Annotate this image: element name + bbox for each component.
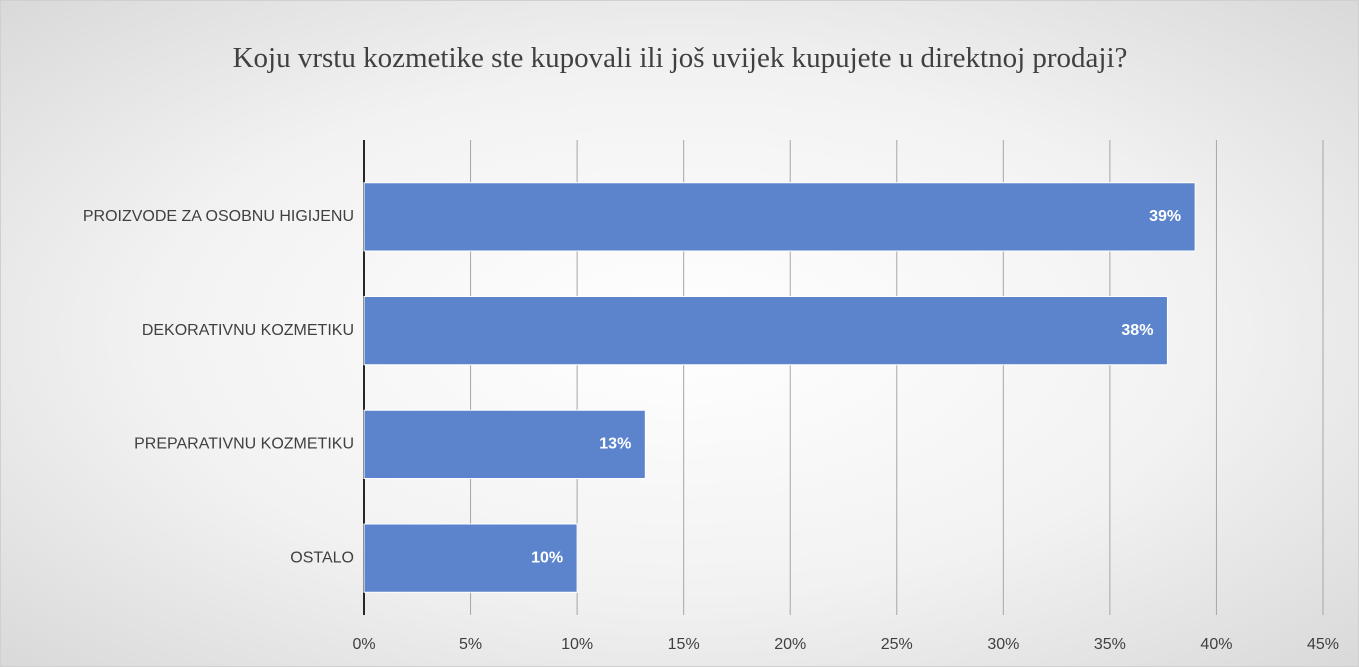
x-tick-label: 25%: [881, 636, 913, 653]
data-label: 38%: [1121, 322, 1153, 339]
bar: [363, 182, 1196, 252]
x-tick-label: 35%: [1094, 636, 1126, 653]
y-tick-label: PREPARATIVNU KOZMETIKU: [134, 436, 354, 453]
bar: [363, 523, 578, 593]
x-tick-label: 20%: [774, 636, 806, 653]
x-tick-label: 5%: [459, 636, 482, 653]
x-tick-label: 0%: [352, 636, 375, 653]
y-tick-label: DEKORATIVNU KOZMETIKU: [142, 322, 354, 339]
data-label: 10%: [531, 549, 563, 566]
y-tick-label: PROIZVODE ZA OSOBNU HIGIJENU: [83, 208, 354, 225]
bar: [363, 409, 646, 479]
x-tick-label: 30%: [987, 636, 1019, 653]
x-tick-label: 15%: [668, 636, 700, 653]
data-label: 39%: [1149, 208, 1181, 225]
bar: [363, 296, 1168, 366]
x-tick-label: 10%: [561, 636, 593, 653]
chart-title: Koju vrstu kozmetike ste kupovali ili jo…: [232, 42, 1128, 74]
y-tick-label: OSTALO: [290, 549, 354, 566]
x-tick-label: 40%: [1200, 636, 1232, 653]
data-label: 13%: [599, 436, 631, 453]
x-tick-label: 45%: [1307, 636, 1339, 653]
